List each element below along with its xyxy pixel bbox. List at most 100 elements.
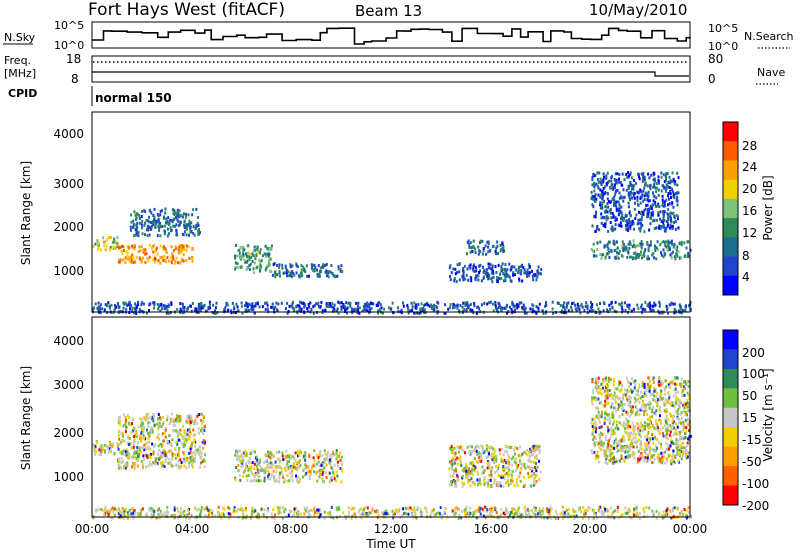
data-cell bbox=[234, 261, 237, 265]
data-cell bbox=[505, 471, 508, 475]
data-cell bbox=[130, 260, 133, 264]
data-cell bbox=[663, 180, 666, 183]
freq-tick-top: 18 bbox=[66, 52, 81, 66]
data-cell bbox=[116, 442, 119, 446]
data-cell bbox=[184, 431, 187, 434]
data-cell bbox=[333, 308, 336, 312]
data-cell bbox=[477, 245, 480, 249]
data-cell bbox=[201, 429, 204, 433]
data-cell bbox=[214, 311, 217, 315]
data-cell bbox=[486, 271, 489, 275]
data-cell bbox=[107, 447, 109, 451]
data-cell bbox=[103, 244, 106, 248]
data-cell bbox=[551, 300, 554, 304]
data-cell bbox=[301, 274, 304, 278]
data-cell bbox=[611, 432, 614, 436]
data-cell bbox=[646, 203, 649, 207]
data-cell bbox=[126, 453, 129, 457]
data-cell bbox=[534, 482, 537, 486]
data-cell bbox=[157, 220, 160, 224]
data-cell bbox=[653, 389, 656, 393]
data-cell bbox=[268, 259, 270, 263]
data-cell bbox=[136, 449, 139, 453]
data-cell bbox=[266, 465, 269, 469]
data-cell bbox=[274, 305, 277, 309]
data-cell bbox=[451, 457, 454, 461]
data-cell bbox=[596, 184, 599, 188]
data-cell bbox=[177, 248, 180, 252]
data-cell bbox=[268, 452, 271, 456]
data-cell bbox=[535, 311, 538, 315]
data-cell bbox=[629, 227, 632, 231]
data-cell bbox=[245, 452, 248, 456]
data-cell bbox=[266, 254, 269, 258]
data-cell bbox=[534, 273, 537, 277]
data-cell bbox=[485, 268, 488, 271]
data-cell bbox=[311, 266, 313, 270]
data-cell bbox=[689, 248, 692, 252]
data-cell bbox=[680, 243, 683, 247]
data-cell bbox=[495, 481, 498, 485]
data-cell bbox=[660, 451, 663, 455]
data-cell bbox=[170, 245, 173, 249]
data-cell bbox=[455, 280, 458, 284]
data-cell bbox=[171, 254, 174, 258]
data-cell bbox=[595, 427, 598, 431]
data-cell bbox=[488, 452, 490, 456]
data-cell bbox=[626, 229, 629, 232]
data-cell bbox=[156, 422, 159, 426]
data-cell bbox=[472, 462, 475, 465]
data-cell bbox=[180, 249, 183, 253]
data-cell bbox=[611, 415, 614, 419]
data-cell bbox=[595, 254, 598, 258]
data-cell bbox=[633, 396, 636, 400]
data-cell bbox=[248, 258, 251, 261]
data-cell bbox=[534, 476, 537, 480]
data-cell bbox=[187, 437, 190, 441]
data-cell bbox=[678, 417, 681, 421]
data-cell bbox=[530, 460, 533, 464]
data-cell bbox=[531, 473, 534, 477]
data-cell bbox=[351, 307, 353, 311]
data-cell bbox=[490, 475, 493, 479]
data-cell bbox=[599, 436, 602, 440]
data-cell bbox=[637, 438, 640, 442]
data-cell bbox=[523, 271, 526, 275]
data-cell bbox=[518, 459, 521, 463]
data-cell bbox=[324, 308, 327, 312]
data-cell bbox=[390, 307, 393, 311]
data-cell bbox=[646, 198, 649, 202]
data-cell bbox=[278, 450, 281, 454]
data-cell bbox=[169, 461, 172, 464]
data-cell bbox=[616, 251, 618, 255]
data-cell bbox=[254, 474, 256, 477]
data-cell bbox=[265, 301, 268, 305]
data-cell bbox=[611, 444, 614, 448]
data-cell bbox=[632, 445, 635, 449]
data-cell bbox=[657, 202, 660, 206]
data-cell bbox=[461, 481, 464, 485]
data-cell bbox=[668, 447, 670, 451]
data-cell bbox=[666, 306, 669, 310]
data-cell bbox=[532, 278, 535, 282]
data-cell bbox=[638, 177, 641, 181]
data-cell bbox=[307, 303, 310, 306]
data-cell bbox=[175, 463, 178, 467]
data-cell bbox=[253, 462, 256, 466]
data-cell bbox=[487, 482, 490, 486]
data-cell bbox=[134, 456, 137, 459]
data-cell bbox=[476, 453, 479, 456]
data-cell bbox=[126, 511, 129, 515]
data-cell bbox=[122, 424, 125, 428]
data-cell bbox=[647, 422, 650, 426]
data-cell bbox=[676, 245, 679, 249]
data-cell bbox=[259, 460, 262, 464]
data-cell bbox=[682, 428, 685, 431]
data-cell bbox=[654, 186, 657, 190]
data-cell bbox=[630, 196, 633, 200]
data-cell bbox=[170, 303, 173, 306]
data-cell bbox=[158, 222, 161, 226]
data-cell bbox=[536, 275, 539, 279]
data-cell bbox=[652, 441, 655, 445]
data-cell bbox=[135, 224, 138, 228]
